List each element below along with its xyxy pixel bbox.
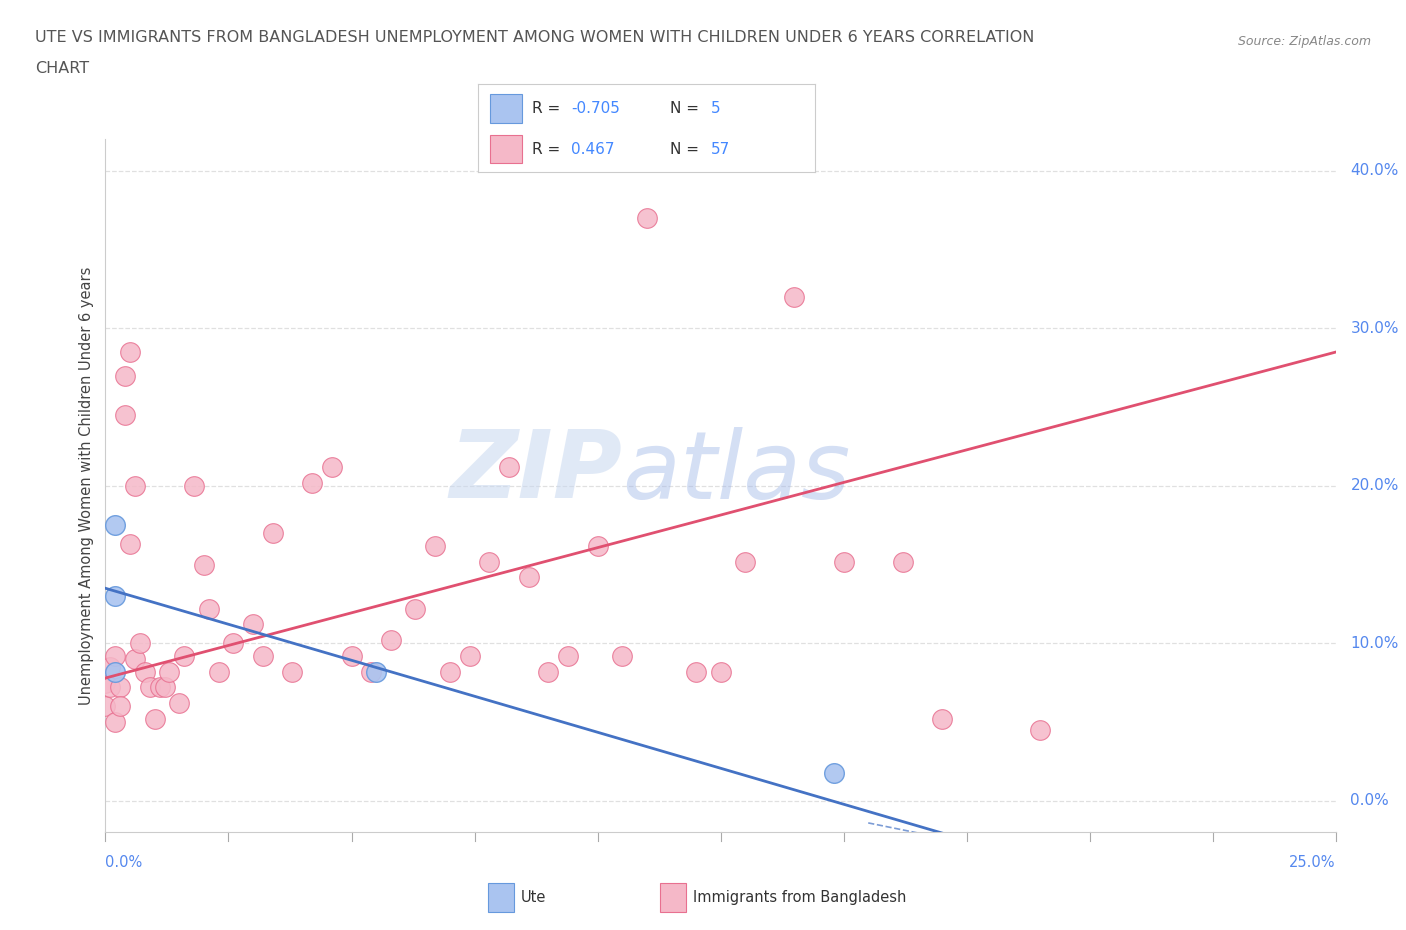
Point — [104, 518, 127, 533]
Point — [685, 664, 707, 679]
Point — [380, 632, 402, 647]
Point — [104, 714, 127, 729]
Point — [169, 696, 191, 711]
Point — [120, 537, 141, 551]
Point — [124, 652, 146, 667]
Point — [931, 711, 953, 726]
Point — [183, 478, 205, 493]
Point — [517, 570, 540, 585]
FancyBboxPatch shape — [488, 884, 515, 911]
FancyBboxPatch shape — [489, 135, 522, 164]
Point — [193, 557, 215, 572]
Point — [823, 765, 845, 780]
Point — [498, 459, 520, 474]
Text: ZIP: ZIP — [450, 426, 621, 518]
FancyBboxPatch shape — [489, 94, 522, 123]
Point — [340, 648, 363, 663]
Point — [208, 664, 231, 679]
Text: -0.705: -0.705 — [571, 101, 620, 116]
Point — [110, 699, 132, 714]
Point — [104, 589, 127, 604]
Text: 30.0%: 30.0% — [1350, 321, 1399, 336]
Point — [710, 664, 733, 679]
Point — [832, 554, 855, 569]
Text: R =: R = — [531, 101, 565, 116]
Point — [891, 554, 914, 569]
Point — [104, 648, 127, 663]
Point — [153, 680, 176, 695]
Y-axis label: Unemployment Among Women with Children Under 6 years: Unemployment Among Women with Children U… — [79, 267, 94, 705]
Point — [783, 289, 806, 304]
Text: 0.0%: 0.0% — [105, 855, 142, 870]
Point — [197, 602, 219, 617]
Point — [586, 538, 609, 553]
Point — [110, 680, 132, 695]
Point — [557, 648, 579, 663]
Text: 10.0%: 10.0% — [1350, 636, 1399, 651]
Point — [159, 664, 180, 679]
Point — [129, 636, 152, 651]
Point — [478, 554, 501, 569]
Point — [537, 664, 560, 679]
Point — [173, 648, 195, 663]
Point — [360, 664, 382, 679]
Text: 25.0%: 25.0% — [1289, 855, 1336, 870]
Point — [366, 664, 388, 679]
Point — [262, 525, 284, 540]
Point — [222, 636, 245, 651]
Point — [124, 478, 146, 493]
Point — [439, 664, 461, 679]
Text: 40.0%: 40.0% — [1350, 164, 1399, 179]
Text: Immigrants from Bangladesh: Immigrants from Bangladesh — [693, 890, 907, 905]
Text: 57: 57 — [711, 141, 730, 156]
Point — [134, 664, 156, 679]
Text: 5: 5 — [711, 101, 720, 116]
Point — [636, 211, 658, 226]
Point — [321, 459, 343, 474]
Point — [734, 554, 756, 569]
Point — [149, 680, 172, 695]
Text: N =: N = — [671, 141, 704, 156]
Point — [252, 648, 274, 663]
FancyBboxPatch shape — [659, 884, 686, 911]
Point — [94, 675, 117, 690]
Point — [458, 648, 481, 663]
Text: 20.0%: 20.0% — [1350, 478, 1399, 494]
Text: atlas: atlas — [621, 427, 851, 518]
Text: Source: ZipAtlas.com: Source: ZipAtlas.com — [1237, 34, 1371, 47]
Point — [143, 711, 166, 726]
Text: R =: R = — [531, 141, 565, 156]
Point — [104, 664, 127, 679]
Text: CHART: CHART — [35, 60, 89, 75]
Point — [405, 602, 427, 617]
Text: N =: N = — [671, 101, 704, 116]
Point — [301, 475, 323, 490]
Point — [98, 680, 122, 695]
Point — [138, 680, 162, 695]
Point — [610, 648, 633, 663]
Text: 0.467: 0.467 — [571, 141, 614, 156]
Point — [114, 407, 136, 422]
Point — [1029, 723, 1052, 737]
Text: Ute: Ute — [522, 890, 547, 905]
Point — [114, 368, 136, 383]
Text: UTE VS IMMIGRANTS FROM BANGLADESH UNEMPLOYMENT AMONG WOMEN WITH CHILDREN UNDER 6: UTE VS IMMIGRANTS FROM BANGLADESH UNEMPL… — [35, 30, 1035, 45]
Point — [98, 659, 122, 674]
Point — [281, 664, 304, 679]
Point — [425, 538, 447, 553]
Point — [94, 699, 117, 714]
Point — [242, 618, 264, 632]
Point — [120, 345, 141, 360]
Text: 0.0%: 0.0% — [1350, 793, 1389, 808]
